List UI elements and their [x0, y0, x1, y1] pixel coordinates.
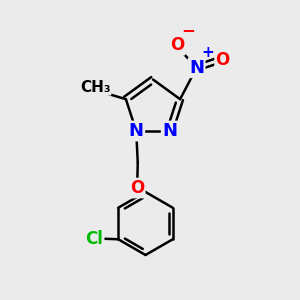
Text: O: O — [216, 51, 230, 69]
Text: O: O — [130, 179, 144, 197]
Text: N: N — [189, 59, 204, 77]
Text: CH₃: CH₃ — [80, 80, 111, 95]
Text: Cl: Cl — [85, 230, 103, 248]
Text: +: + — [202, 45, 214, 60]
Text: N: N — [129, 122, 144, 140]
Text: N: N — [162, 122, 177, 140]
Text: O: O — [170, 36, 184, 54]
Text: −: − — [182, 21, 195, 39]
